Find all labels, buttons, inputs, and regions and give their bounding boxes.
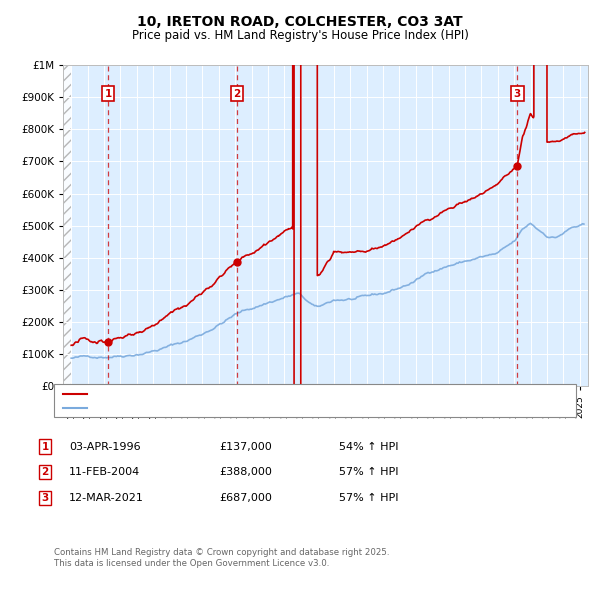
Text: 57% ↑ HPI: 57% ↑ HPI xyxy=(339,493,398,503)
Text: Price paid vs. HM Land Registry's House Price Index (HPI): Price paid vs. HM Land Registry's House … xyxy=(131,30,469,42)
Text: 54% ↑ HPI: 54% ↑ HPI xyxy=(339,442,398,451)
Text: 1: 1 xyxy=(41,442,49,451)
Text: 10, IRETON ROAD, COLCHESTER, CO3 3AT (detached house): 10, IRETON ROAD, COLCHESTER, CO3 3AT (de… xyxy=(93,389,407,399)
Text: 57% ↑ HPI: 57% ↑ HPI xyxy=(339,467,398,477)
Text: £137,000: £137,000 xyxy=(219,442,272,451)
Bar xyxy=(63,65,71,386)
Text: 2: 2 xyxy=(41,467,49,477)
Text: 1: 1 xyxy=(104,89,112,99)
Text: 3: 3 xyxy=(514,89,521,99)
Text: HPI: Average price, detached house, Colchester: HPI: Average price, detached house, Colc… xyxy=(93,403,342,413)
Text: £687,000: £687,000 xyxy=(219,493,272,503)
Text: 12-MAR-2021: 12-MAR-2021 xyxy=(69,493,144,503)
Text: £388,000: £388,000 xyxy=(219,467,272,477)
Text: 11-FEB-2004: 11-FEB-2004 xyxy=(69,467,140,477)
Text: 2: 2 xyxy=(233,89,241,99)
Text: 3: 3 xyxy=(41,493,49,503)
Text: 03-APR-1996: 03-APR-1996 xyxy=(69,442,140,451)
Text: 10, IRETON ROAD, COLCHESTER, CO3 3AT: 10, IRETON ROAD, COLCHESTER, CO3 3AT xyxy=(137,15,463,29)
Text: Contains HM Land Registry data © Crown copyright and database right 2025.
This d: Contains HM Land Registry data © Crown c… xyxy=(54,548,389,568)
